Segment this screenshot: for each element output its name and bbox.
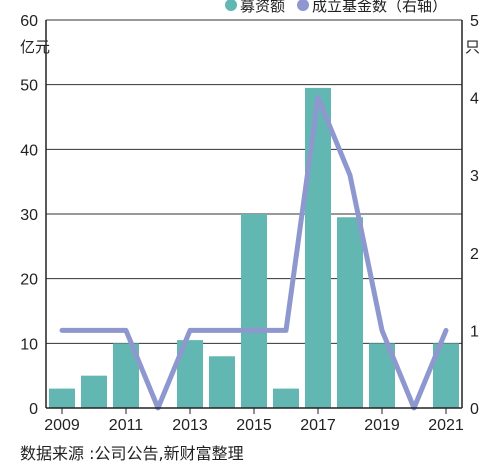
source-note: 数据来源 :公司公告,新财富整理: [20, 444, 244, 463]
x-tick-label: 2017: [300, 417, 336, 434]
right-axis-unit: 只: [465, 38, 480, 56]
legend-label-bar: 募资额: [240, 0, 285, 15]
legend-label-line: 成立基金数（右轴）: [312, 0, 447, 15]
legend-marker-line: [297, 0, 309, 11]
right-tick-label: 4: [470, 91, 479, 108]
left-tick-label: 40: [20, 142, 38, 159]
bar: [49, 388, 75, 408]
right-tick-label: 1: [470, 323, 479, 340]
right-tick-label: 5: [470, 13, 479, 30]
left-tick-label: 20: [20, 272, 38, 289]
bar: [209, 356, 235, 408]
bar: [305, 87, 331, 409]
line-series: [59, 95, 449, 411]
x-tick-label: 2011: [109, 417, 144, 434]
left-tick-label: 50: [20, 78, 38, 95]
bar: [337, 217, 363, 408]
bar: [81, 375, 107, 408]
bar: [241, 214, 267, 408]
series-line: [59, 95, 449, 411]
bar-series: [49, 87, 459, 409]
x-tick-label: 2013: [172, 417, 208, 434]
right-tick-label: 3: [470, 168, 479, 185]
left-tick-label: 10: [20, 336, 38, 353]
x-tick-label: 2021: [428, 417, 464, 434]
x-tick-label: 2019: [364, 417, 400, 434]
left-tick-label: 60: [20, 13, 38, 30]
left-tick-label: 0: [29, 401, 38, 418]
x-axis-ticks: 2009 2011 2013 2015 2017 2019 2021: [44, 408, 464, 434]
right-tick-label: 0: [470, 401, 479, 418]
legend: 募资额 成立基金数（右轴）: [225, 0, 447, 15]
right-axis-ticks: 0 1 2 3 4 5: [470, 13, 479, 418]
legend-marker-bar: [225, 0, 237, 11]
right-tick-label: 2: [470, 246, 479, 263]
bar: [273, 388, 299, 408]
x-tick-label: 2009: [44, 417, 80, 434]
x-tick-label: 2015: [236, 417, 272, 434]
left-axis-ticks: 0 10 20 30 40 50 60: [20, 13, 38, 418]
left-tick-label: 30: [20, 207, 38, 224]
left-axis-unit: 亿元: [20, 38, 50, 56]
